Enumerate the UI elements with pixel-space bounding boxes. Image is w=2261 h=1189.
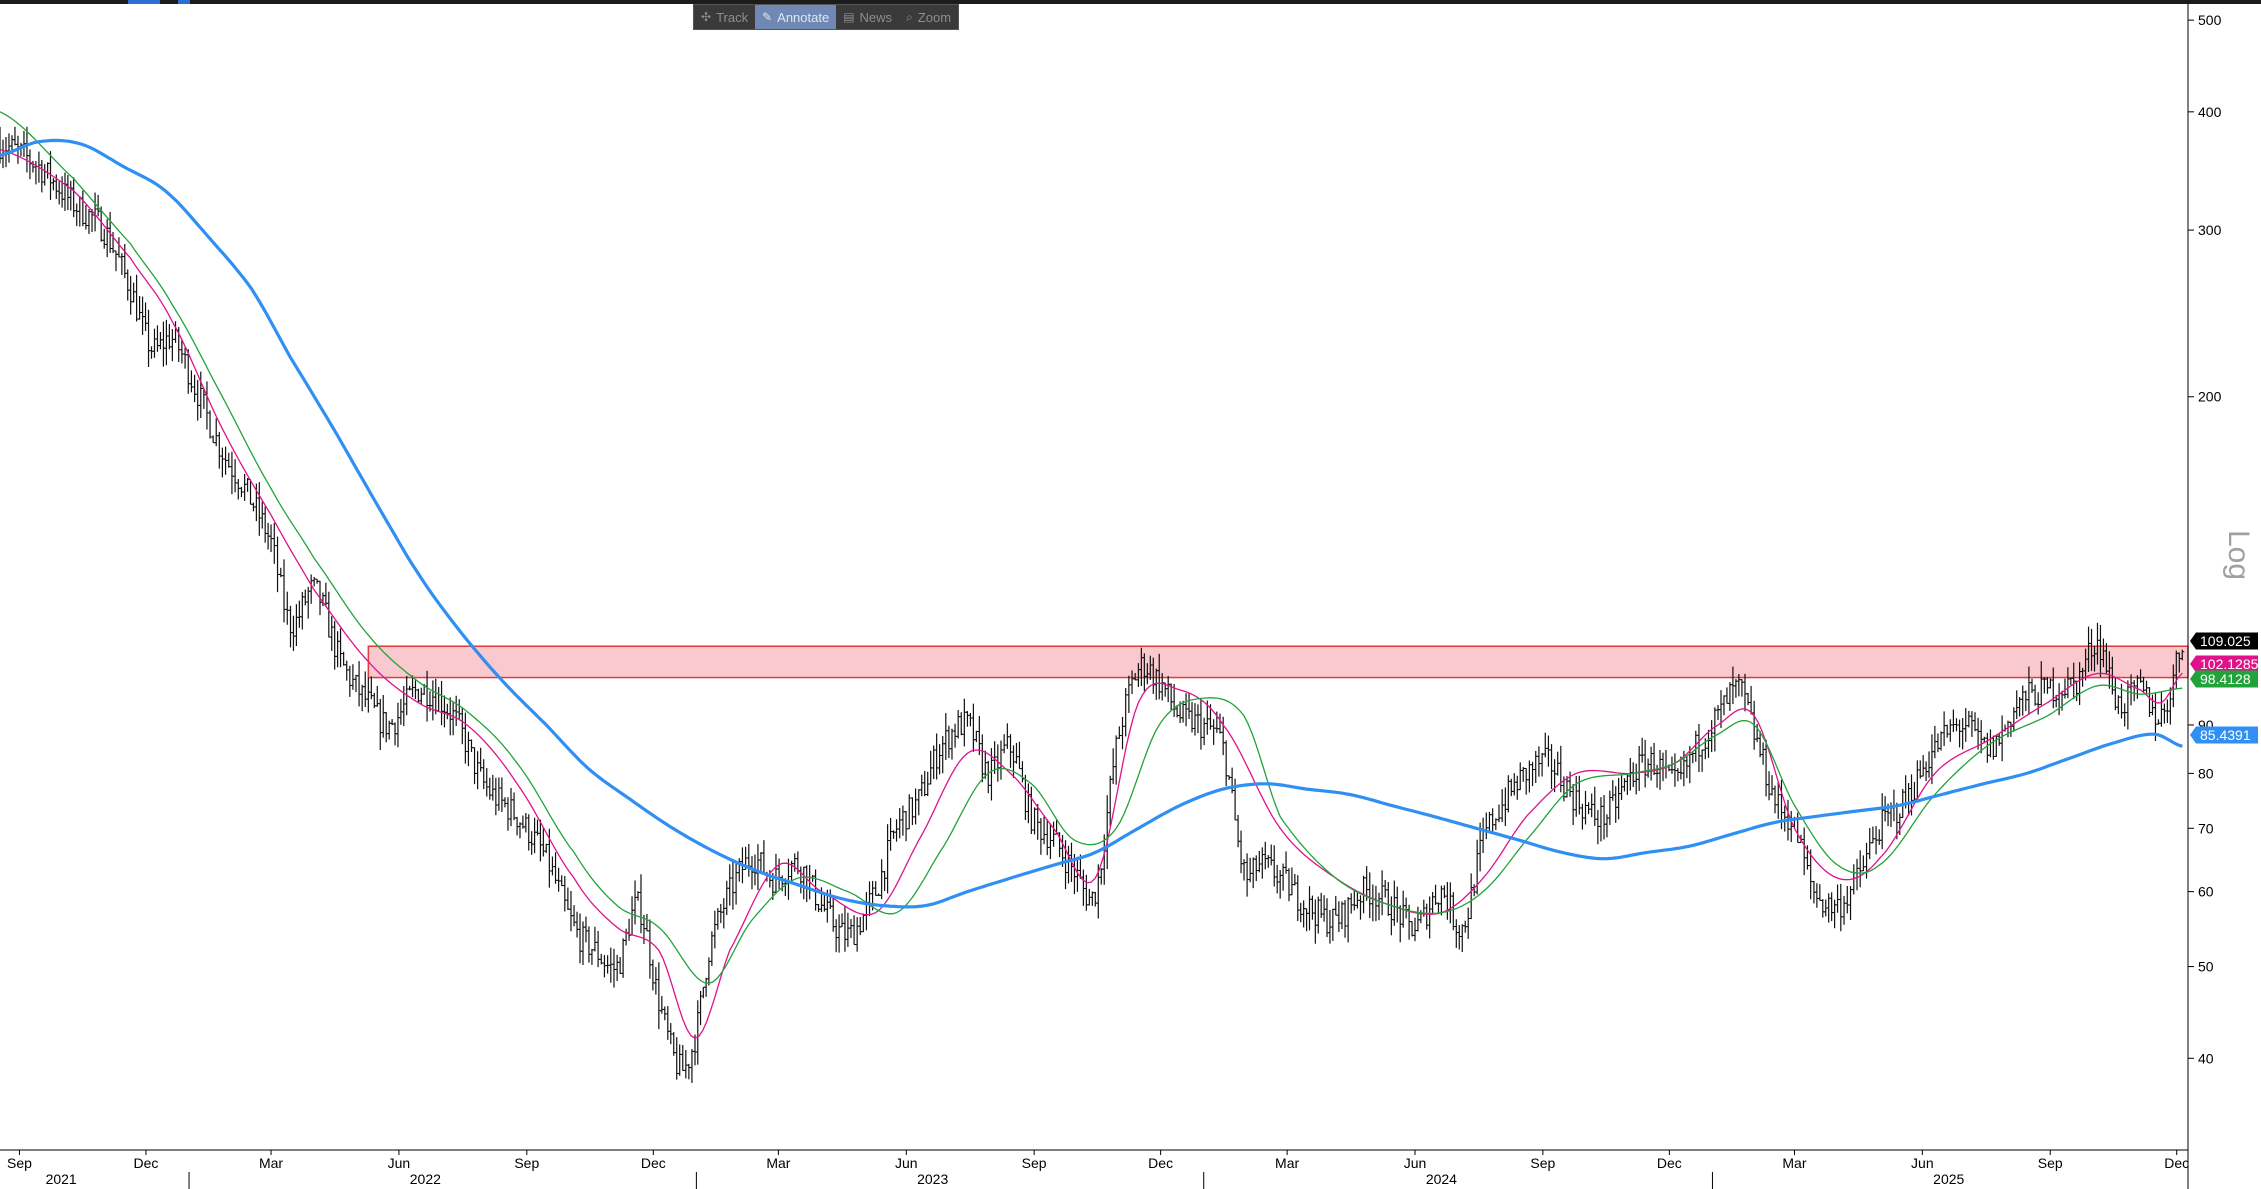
x-tick-label: Sep [7, 1155, 32, 1171]
x-tick-label: Jun [388, 1155, 411, 1171]
resistance-zone-band [367, 645, 2189, 679]
last-value-label: 109.025 [2200, 633, 2251, 649]
track-tool-button[interactable]: ✣ Track [694, 5, 755, 29]
track-tool-label: Track [716, 9, 749, 25]
top-strip-tab-indicator [128, 0, 160, 4]
x-tick-label: Sep [514, 1155, 539, 1171]
y-tick-label: 200 [2198, 389, 2222, 405]
x-year-label: 2023 [917, 1171, 948, 1187]
x-tick-label: Mar [766, 1155, 790, 1171]
y-tick-label: 50 [2198, 959, 2214, 975]
x-tick-label: Mar [259, 1155, 283, 1171]
last-value-tag [2190, 655, 2258, 673]
y-tick-label: 500 [2198, 12, 2222, 28]
x-tick-label: Mar [1275, 1155, 1299, 1171]
zoom-tool-label: Zoom [917, 9, 952, 25]
newspaper-icon: ▤ [843, 10, 855, 24]
resistance-zone [367, 645, 2189, 679]
news-tool-button[interactable]: ▤ News [836, 5, 899, 29]
y-tick-label: 300 [2198, 222, 2222, 238]
last-value-tag [2190, 726, 2258, 744]
sma-long-line [0, 138, 2183, 909]
y-tick-label: 80 [2198, 765, 2214, 781]
x-tick-label: Jun [1404, 1155, 1427, 1171]
chart-series [0, 111, 2185, 1083]
news-tool-label: News [859, 9, 893, 25]
magnifier-icon: ⌕ [906, 9, 913, 24]
pencil-icon: ✎ [762, 10, 773, 24]
x-year-label: 2025 [1933, 1171, 1964, 1187]
last-value-label: 85.4391 [2200, 727, 2251, 743]
x-tick-label: Sep [1022, 1155, 1047, 1171]
sma-mid-line [0, 111, 2183, 984]
price-series [0, 126, 2185, 1083]
x-tick-label: Jun [895, 1155, 918, 1171]
last-value-tag [2190, 632, 2258, 650]
x-year-label: 2022 [410, 1171, 441, 1187]
annotate-tool-button[interactable]: ✎ Annotate [755, 5, 837, 29]
x-tick-label: Jun [1911, 1155, 1934, 1171]
top-strip-tab-indicator [178, 0, 190, 4]
scale-mode-label: Log [2222, 530, 2255, 580]
x-tick-label: Dec [2164, 1155, 2189, 1171]
zoom-tool-button[interactable]: ⌕ Zoom [899, 5, 958, 29]
x-tick-label: Dec [133, 1155, 158, 1171]
x-tick-label: Dec [1657, 1155, 1682, 1171]
x-year-label: 2024 [1426, 1171, 1457, 1187]
y-tick-label: 60 [2198, 884, 2214, 900]
top-window-strip [0, 0, 2261, 4]
y-tick-label: 70 [2198, 820, 2214, 836]
y-tick-label: 400 [2198, 104, 2222, 120]
x-tick-label: Dec [641, 1155, 666, 1171]
x-tick-label: Sep [2038, 1155, 2063, 1171]
annotate-tool-label: Annotate [777, 9, 830, 25]
x-tick-label: Sep [1530, 1155, 1555, 1171]
last-value-label: 102.1285 [2200, 656, 2259, 672]
last-value-tag [2190, 670, 2258, 688]
x-tick-label: Mar [1782, 1155, 1806, 1171]
x-year-label: 2021 [46, 1171, 77, 1187]
sma-short-line [0, 148, 2183, 1039]
chart-toolbar: ✣ Track ✎ Annotate ▤ News ⌕ Zoom [693, 4, 960, 30]
y-tick-label: 40 [2198, 1050, 2214, 1066]
last-value-label: 98.4128 [2200, 671, 2251, 687]
x-tick-label: Dec [1148, 1155, 1173, 1171]
crosshair-icon: ✣ [701, 10, 712, 24]
